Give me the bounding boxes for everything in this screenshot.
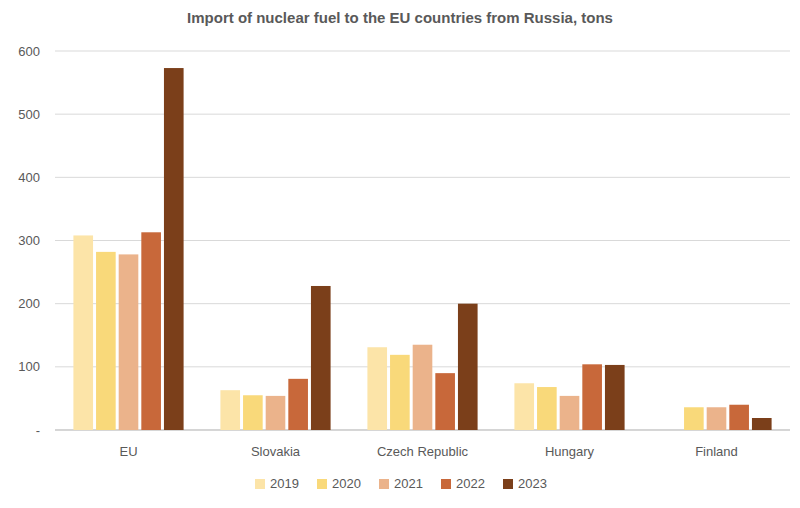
bar [119, 254, 139, 430]
y-tick-label: 100 [18, 359, 40, 374]
bar [164, 68, 184, 430]
bar [96, 252, 116, 430]
bar [266, 396, 286, 430]
y-tick-label: - [36, 423, 40, 438]
chart-container: Import of nuclear fuel to the EU countri… [0, 0, 800, 508]
y-tick-label: 300 [18, 233, 40, 248]
bar [605, 365, 625, 430]
y-axis-line [55, 51, 56, 430]
legend-swatch [441, 479, 451, 489]
chart-svg: Import of nuclear fuel to the EU countri… [0, 0, 800, 508]
x-tick-label: Hungary [545, 444, 595, 459]
legend-label: 2022 [456, 476, 485, 491]
x-tick-label: EU [119, 444, 137, 459]
y-tick-label: 200 [18, 296, 40, 311]
x-tick-label: Czech Republic [377, 444, 469, 459]
legend-swatch [317, 479, 327, 489]
legend: 2019 2020 2021 2022 2023 [255, 476, 547, 491]
bar [220, 390, 240, 430]
bar [288, 379, 308, 430]
legend-label: 2021 [394, 476, 423, 491]
bar [367, 347, 387, 430]
bar [390, 355, 410, 430]
bar [729, 405, 749, 430]
grid-line [55, 51, 790, 52]
bar [435, 373, 455, 430]
legend-swatch [503, 479, 513, 489]
bar [707, 407, 727, 430]
y-tick-label: 600 [18, 44, 40, 59]
x-tick-label: Slovakia [251, 444, 301, 459]
title: Import of nuclear fuel to the EU countri… [187, 9, 613, 26]
bar [413, 345, 433, 430]
bar [537, 387, 557, 430]
legend-swatch [379, 479, 389, 489]
y-tick-label: 400 [18, 170, 40, 185]
legend-label: 2020 [332, 476, 361, 491]
bar [458, 304, 478, 430]
bar [141, 232, 161, 430]
legend-swatch [255, 479, 265, 489]
bar [582, 364, 602, 430]
y-tick-label: 500 [18, 107, 40, 122]
legend-label: 2023 [518, 476, 547, 491]
bar [684, 407, 704, 430]
bar [514, 383, 534, 430]
bar [311, 286, 331, 430]
bar [560, 396, 580, 430]
bars [73, 68, 771, 430]
bar [243, 395, 263, 430]
x-tick-label: Finland [695, 444, 738, 459]
bar [752, 418, 772, 430]
legend-label: 2019 [270, 476, 299, 491]
bar [73, 235, 93, 430]
